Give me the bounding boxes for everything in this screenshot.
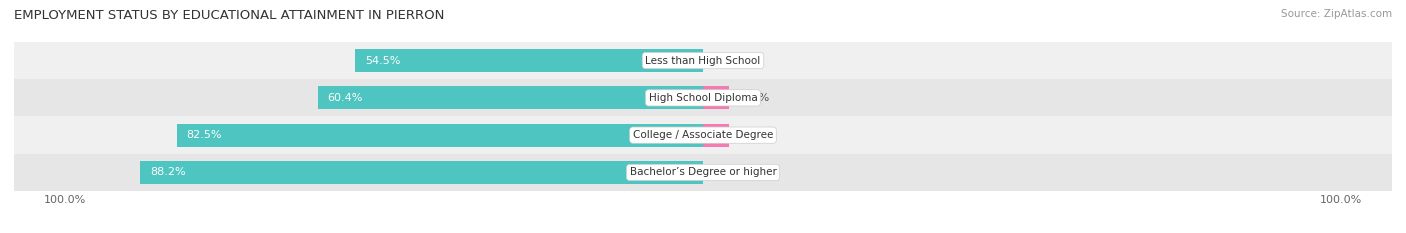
Bar (356, 49, 703, 72)
Bar (703, 86, 728, 110)
Text: 82.5%: 82.5% (186, 130, 222, 140)
Text: Source: ZipAtlas.com: Source: ZipAtlas.com (1281, 9, 1392, 19)
Text: Bachelor’s Degree or higher: Bachelor’s Degree or higher (630, 168, 776, 177)
Text: 0.0%: 0.0% (713, 168, 741, 177)
Bar (14, 79, 1392, 116)
Text: 0.0%: 0.0% (713, 56, 741, 65)
Text: 3.6%: 3.6% (741, 93, 769, 103)
Text: High School Diploma: High School Diploma (648, 93, 758, 103)
Text: EMPLOYMENT STATUS BY EDUCATIONAL ATTAINMENT IN PIERRON: EMPLOYMENT STATUS BY EDUCATIONAL ATTAINM… (14, 9, 444, 22)
Text: 54.5%: 54.5% (366, 56, 401, 65)
Bar (14, 154, 1392, 191)
Text: College / Associate Degree: College / Associate Degree (633, 130, 773, 140)
Text: 60.4%: 60.4% (328, 93, 363, 103)
Text: 88.2%: 88.2% (150, 168, 186, 177)
Text: Less than High School: Less than High School (645, 56, 761, 65)
Bar (177, 123, 703, 147)
Bar (141, 161, 703, 184)
Bar (14, 116, 1392, 154)
Text: 1.3%: 1.3% (741, 130, 769, 140)
Bar (318, 86, 703, 110)
Bar (14, 42, 1392, 79)
Bar (703, 123, 728, 147)
